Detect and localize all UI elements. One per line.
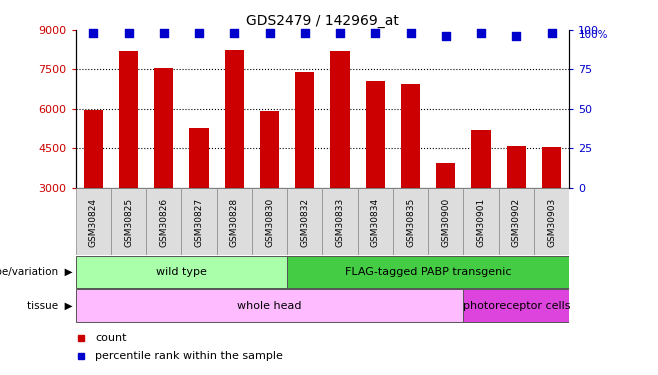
Text: photoreceptor cells: photoreceptor cells	[463, 301, 570, 310]
Text: GSM30900: GSM30900	[442, 198, 450, 247]
Point	[370, 30, 380, 36]
Bar	[260, 111, 279, 188]
Text: GSM30833: GSM30833	[336, 198, 345, 247]
Text: GSM30824: GSM30824	[89, 198, 98, 247]
Point	[229, 30, 240, 36]
Bar	[287, 256, 569, 288]
Text: percentile rank within the sample: percentile rank within the sample	[95, 351, 284, 361]
Bar	[84, 110, 103, 188]
Text: GSM30834: GSM30834	[371, 198, 380, 247]
Text: GSM30902: GSM30902	[512, 198, 520, 247]
Bar	[154, 68, 174, 188]
Bar	[463, 188, 499, 255]
Text: tissue  ▶: tissue ▶	[27, 301, 72, 310]
Bar	[499, 188, 534, 255]
Point	[88, 30, 99, 36]
Text: genotype/variation  ▶: genotype/variation ▶	[0, 267, 72, 277]
Point	[335, 30, 345, 36]
Bar	[366, 81, 385, 188]
Text: 100%: 100%	[579, 30, 609, 40]
Bar	[182, 188, 216, 255]
Bar	[111, 188, 146, 255]
Point	[265, 30, 275, 36]
Bar	[471, 130, 491, 188]
Bar	[401, 84, 420, 188]
Point	[159, 30, 169, 36]
Bar	[295, 72, 315, 188]
Point	[511, 33, 522, 39]
Text: GSM30825: GSM30825	[124, 198, 133, 247]
Bar	[507, 146, 526, 188]
Point	[440, 33, 451, 39]
Text: GSM30903: GSM30903	[547, 198, 556, 247]
Text: GSM30901: GSM30901	[476, 198, 486, 247]
Bar	[428, 188, 463, 255]
Point	[476, 30, 486, 36]
Title: GDS2479 / 142969_at: GDS2479 / 142969_at	[246, 13, 399, 28]
Bar	[146, 188, 182, 255]
Text: count: count	[95, 333, 127, 343]
Point	[193, 30, 204, 36]
Text: wild type: wild type	[156, 267, 207, 277]
Point	[405, 30, 416, 36]
Point	[123, 30, 134, 36]
Point	[546, 30, 557, 36]
Text: whole head: whole head	[238, 301, 302, 310]
Bar	[76, 188, 111, 255]
Bar	[393, 188, 428, 255]
Bar	[216, 188, 252, 255]
Bar	[330, 51, 350, 188]
Bar	[76, 290, 463, 322]
Point	[299, 30, 310, 36]
Bar	[252, 188, 287, 255]
Text: GSM30830: GSM30830	[265, 198, 274, 247]
Bar	[322, 188, 358, 255]
Bar	[534, 188, 569, 255]
Bar	[542, 147, 561, 188]
Text: GSM30832: GSM30832	[300, 198, 309, 247]
Bar	[436, 163, 455, 188]
Text: FLAG-tagged PABP transgenic: FLAG-tagged PABP transgenic	[345, 267, 511, 277]
Bar	[190, 129, 209, 188]
Bar	[287, 188, 322, 255]
Text: GSM30835: GSM30835	[406, 198, 415, 247]
Bar	[358, 188, 393, 255]
Bar	[119, 51, 138, 188]
Text: GSM30826: GSM30826	[159, 198, 168, 247]
Bar	[224, 50, 244, 188]
Text: GSM30827: GSM30827	[195, 198, 203, 247]
Text: GSM30828: GSM30828	[230, 198, 239, 247]
Bar	[76, 256, 287, 288]
Bar	[463, 290, 569, 322]
